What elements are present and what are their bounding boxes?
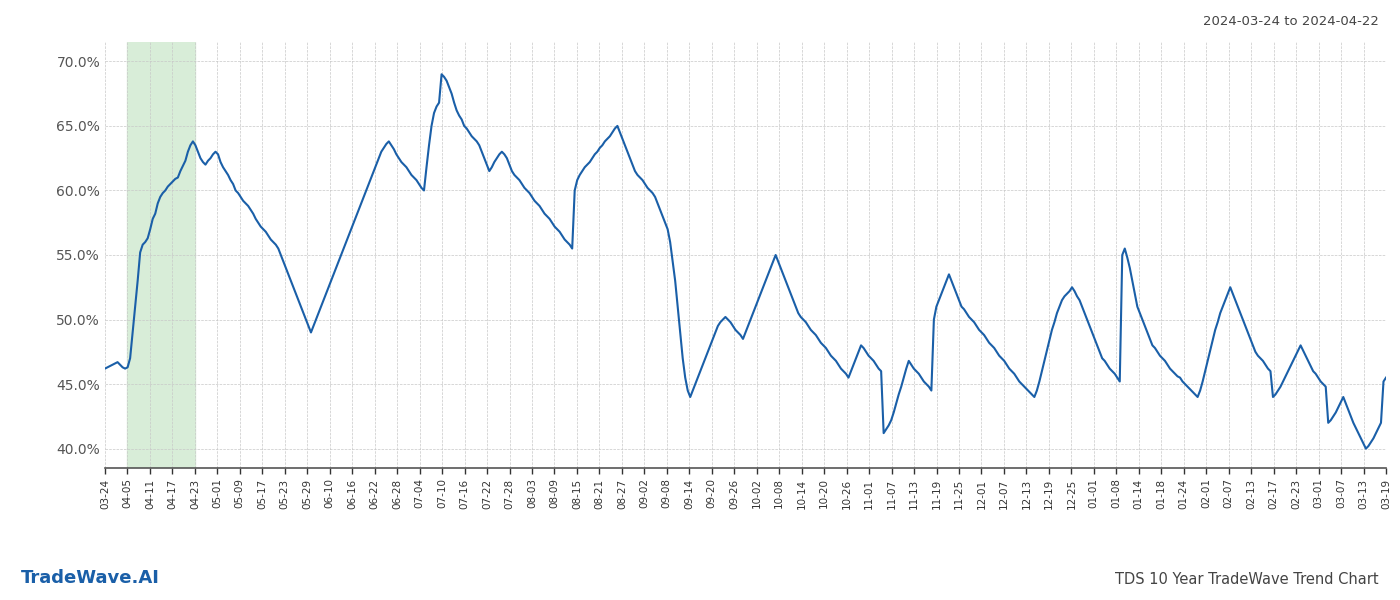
Bar	[127, 42, 195, 468]
Text: TDS 10 Year TradeWave Trend Chart: TDS 10 Year TradeWave Trend Chart	[1116, 572, 1379, 587]
Text: 2024-03-24 to 2024-04-22: 2024-03-24 to 2024-04-22	[1203, 15, 1379, 28]
Text: TradeWave.AI: TradeWave.AI	[21, 569, 160, 587]
